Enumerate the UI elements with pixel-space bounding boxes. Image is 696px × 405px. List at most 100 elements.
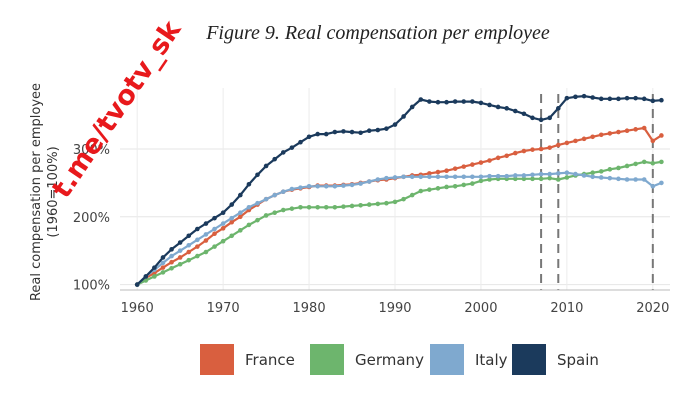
series-italy — [134, 170, 664, 287]
data-point — [384, 175, 389, 181]
data-point — [659, 133, 664, 138]
data-point — [444, 174, 449, 180]
data-point — [186, 242, 192, 248]
data-point — [581, 136, 587, 142]
data-point — [341, 129, 346, 134]
data-point — [624, 177, 630, 182]
chart-title: Figure 9. Real compensation per employee — [206, 22, 550, 44]
data-point — [280, 189, 286, 195]
data-point — [581, 93, 587, 99]
data-point — [177, 240, 183, 245]
data-point — [547, 115, 552, 121]
data-point — [624, 95, 630, 101]
data-point — [323, 205, 329, 210]
data-point — [461, 174, 467, 180]
data-point — [633, 127, 638, 132]
data-point — [487, 158, 492, 163]
y-tick-label: 100% — [73, 279, 110, 294]
data-point — [289, 186, 295, 192]
data-point — [289, 206, 295, 211]
data-point — [633, 161, 638, 167]
data-point — [220, 226, 226, 231]
data-point — [160, 265, 166, 270]
data-point — [255, 172, 260, 178]
data-point — [195, 253, 200, 259]
y-axis-label-unit: (1960=100%) — [46, 146, 61, 237]
data-point — [444, 99, 449, 105]
legend-swatch-france — [200, 344, 234, 375]
series-line-spain — [136, 94, 662, 286]
data-point — [452, 183, 458, 189]
vertical-markers — [540, 94, 654, 290]
data-point — [306, 205, 312, 210]
data-point — [573, 171, 578, 177]
data-point — [384, 200, 389, 206]
data-point — [513, 108, 518, 114]
legend-label-france: France — [245, 351, 295, 369]
data-point — [203, 221, 209, 226]
data-point — [573, 138, 578, 144]
data-point — [495, 104, 501, 110]
data-point — [504, 173, 510, 179]
data-point — [478, 174, 484, 180]
data-point — [504, 106, 510, 111]
data-point — [427, 171, 432, 176]
data-point — [555, 142, 561, 148]
data-point — [555, 177, 561, 182]
data-point — [641, 177, 647, 182]
data-point — [427, 187, 432, 192]
data-point — [538, 176, 544, 182]
data-point — [547, 145, 552, 150]
data-point — [203, 232, 209, 237]
data-point — [538, 171, 544, 177]
series-lines — [134, 93, 664, 287]
data-point — [152, 274, 157, 279]
data-point — [538, 146, 544, 152]
data-point — [246, 205, 252, 210]
x-tick-label: 1970 — [207, 301, 240, 316]
data-point — [607, 175, 613, 181]
data-point — [238, 214, 243, 220]
data-point — [590, 170, 595, 176]
data-point — [212, 226, 217, 232]
data-point — [495, 155, 501, 161]
data-point — [487, 173, 492, 179]
data-point — [564, 95, 570, 101]
data-point — [315, 131, 320, 137]
data-point — [169, 253, 174, 259]
data-point — [478, 178, 484, 184]
data-point — [263, 163, 269, 169]
data-point — [581, 173, 587, 178]
legend-label-italy: Italy — [475, 351, 508, 369]
series-germany — [134, 159, 664, 287]
data-point — [212, 215, 217, 221]
axes: 100% 200% 300% 1960 1970 1980 1990 2000 2010 2020 — [73, 143, 670, 316]
data-point — [435, 174, 441, 180]
data-point — [323, 131, 329, 137]
data-point — [590, 134, 595, 140]
data-point — [366, 179, 372, 184]
data-point — [298, 185, 303, 190]
data-point — [598, 169, 604, 174]
data-point — [384, 126, 389, 131]
data-point — [521, 173, 527, 178]
data-point — [229, 233, 235, 239]
data-point — [177, 255, 183, 260]
data-point — [358, 130, 363, 136]
data-point — [427, 174, 432, 180]
data-point — [530, 115, 535, 121]
data-point — [598, 132, 604, 138]
data-point — [444, 168, 449, 173]
data-point — [452, 166, 458, 171]
data-point — [564, 170, 570, 176]
data-point — [555, 106, 561, 111]
data-point — [238, 228, 243, 233]
data-point — [487, 177, 492, 182]
data-point — [349, 203, 355, 209]
data-point — [349, 182, 355, 188]
data-point — [177, 261, 183, 267]
data-point — [607, 131, 613, 136]
data-point — [530, 176, 535, 182]
data-point — [409, 192, 415, 198]
data-point — [418, 174, 424, 180]
